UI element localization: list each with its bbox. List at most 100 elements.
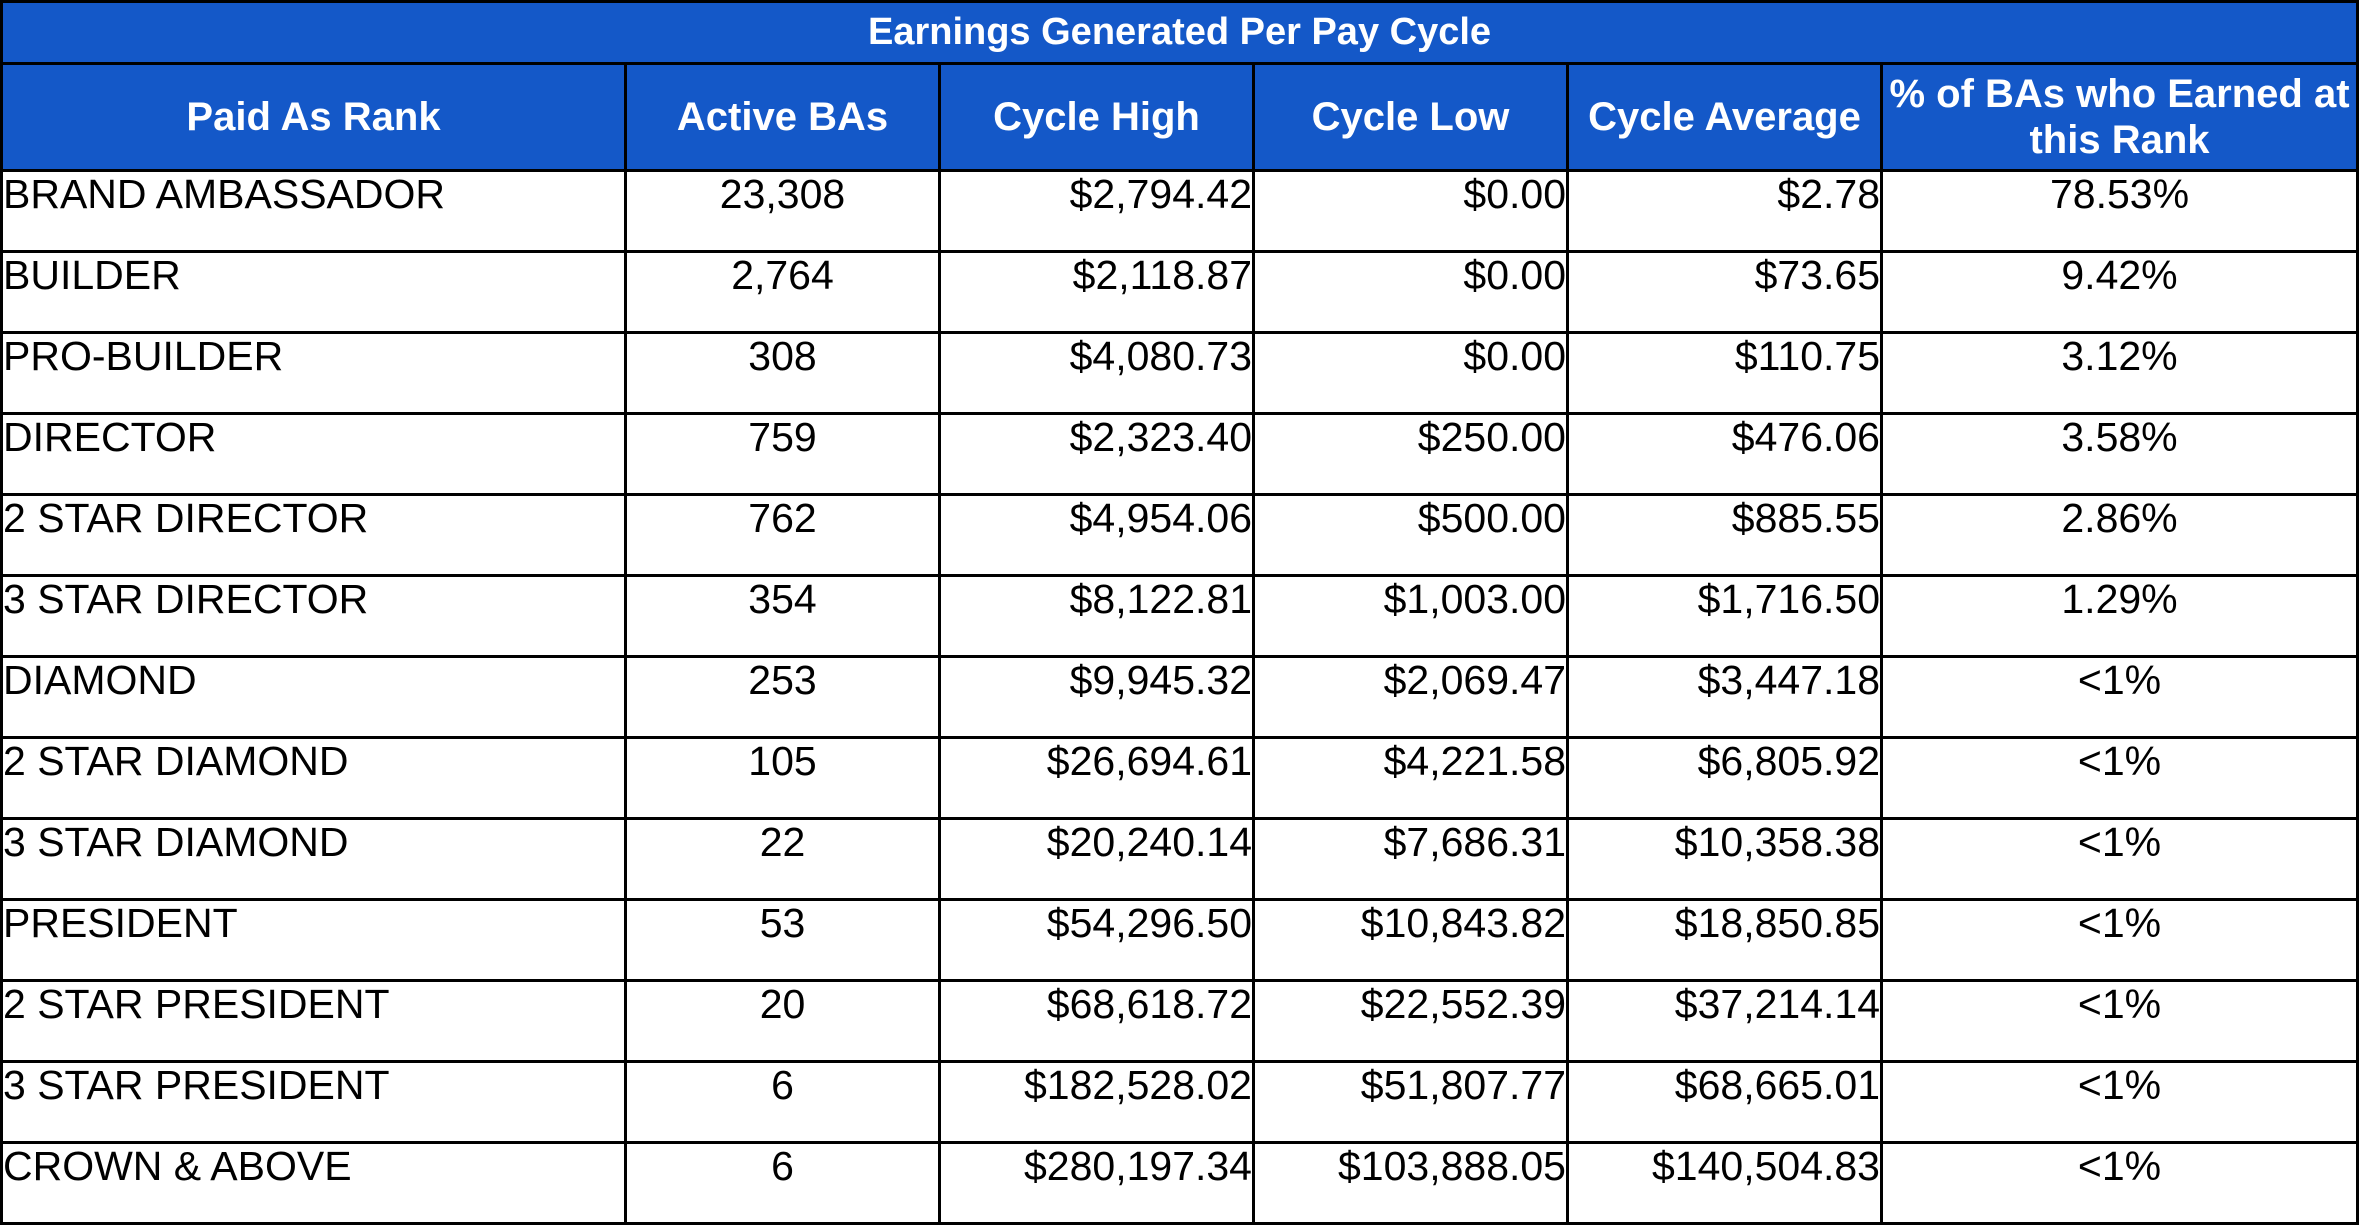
- cycle-average-cell: $3,447.18: [1566, 655, 1883, 739]
- cycle-low-cell: $0.00: [1252, 250, 1569, 334]
- rank-cell: DIRECTOR: [0, 412, 627, 496]
- active-bas-cell: 354: [624, 574, 941, 658]
- percent-earned-cell: 2.86%: [1879, 493, 2360, 577]
- percent-earned-cell: <1%: [1879, 655, 2360, 739]
- active-bas-cell: 20: [624, 979, 941, 1063]
- cycle-average-cell: $110.75: [1566, 331, 1883, 415]
- active-bas-cell: 759: [624, 412, 941, 496]
- rank-cell: 2 STAR PRESIDENT: [0, 979, 627, 1063]
- percent-earned-cell: <1%: [1879, 979, 2360, 1063]
- rank-cell: 3 STAR PRESIDENT: [0, 1060, 627, 1144]
- active-bas-cell: 253: [624, 655, 941, 739]
- percent-earned-cell: <1%: [1879, 1141, 2360, 1225]
- cycle-average-cell: $140,504.83: [1566, 1141, 1883, 1225]
- active-bas-cell: 23,308: [624, 169, 941, 253]
- cycle-high-cell: $2,118.87: [938, 250, 1255, 334]
- header-active-bas: Active BAs: [624, 62, 941, 172]
- rank-cell: PRO-BUILDER: [0, 331, 627, 415]
- rank-cell: 3 STAR DIRECTOR: [0, 574, 627, 658]
- percent-earned-cell: 9.42%: [1879, 250, 2360, 334]
- active-bas-cell: 22: [624, 817, 941, 901]
- cycle-high-cell: $280,197.34: [938, 1141, 1255, 1225]
- table-row: DIRECTOR 759 $2,323.40 $250.00 $476.06 3.58%: [0, 412, 2360, 496]
- table-row: 3 STAR DIRECTOR 354 $8,122.81 $1,003.00 $1,7…: [0, 574, 2360, 658]
- cycle-low-cell: $22,552.39: [1252, 979, 1569, 1063]
- cycle-high-cell: $2,794.42: [938, 169, 1255, 253]
- rank-cell: DIAMOND: [0, 655, 627, 739]
- percent-earned-cell: <1%: [1879, 817, 2360, 901]
- cycle-high-cell: $4,080.73: [938, 331, 1255, 415]
- table-body: BRAND AMBASSADOR 23,308 $2,794.42 $0.00 $2.7…: [0, 169, 2360, 1225]
- rank-cell: BRAND AMBASSADOR: [0, 169, 627, 253]
- header-cycle-average: Cycle Average: [1566, 62, 1883, 172]
- header-row: Paid As Rank Active BAs Cycle High Cycle…: [0, 62, 2360, 172]
- cycle-high-cell: $9,945.32: [938, 655, 1255, 739]
- cycle-low-cell: $2,069.47: [1252, 655, 1569, 739]
- rank-cell: 3 STAR DIAMOND: [0, 817, 627, 901]
- header-cycle-low: Cycle Low: [1252, 62, 1569, 172]
- active-bas-cell: 53: [624, 898, 941, 982]
- active-bas-cell: 308: [624, 331, 941, 415]
- table-title: Earnings Generated Per Pay Cycle: [0, 0, 2360, 65]
- cycle-low-cell: $0.00: [1252, 331, 1569, 415]
- header-cycle-high: Cycle High: [938, 62, 1255, 172]
- percent-earned-cell: <1%: [1879, 898, 2360, 982]
- header-percent-earned: % of BAs who Earned at this Rank: [1879, 62, 2360, 172]
- rank-cell: 2 STAR DIAMOND: [0, 736, 627, 820]
- cycle-average-cell: $2.78: [1566, 169, 1883, 253]
- table-row: PRESIDENT 53 $54,296.50 $10,843.82 $18,850.8…: [0, 898, 2360, 982]
- table-row: 3 STAR PRESIDENT 6 $182,528.02 $51,807.77 $6…: [0, 1060, 2360, 1144]
- cycle-high-cell: $182,528.02: [938, 1060, 1255, 1144]
- active-bas-cell: 6: [624, 1060, 941, 1144]
- active-bas-cell: 6: [624, 1141, 941, 1225]
- table-row: PRO-BUILDER 308 $4,080.73 $0.00 $110.75 3.12%: [0, 331, 2360, 415]
- table-row: CROWN & ABOVE 6 $280,197.34 $103,888.05 $140…: [0, 1141, 2360, 1225]
- header-rank: Paid As Rank: [0, 62, 627, 172]
- cycle-low-cell: $7,686.31: [1252, 817, 1569, 901]
- cycle-average-cell: $68,665.01: [1566, 1060, 1883, 1144]
- active-bas-cell: 105: [624, 736, 941, 820]
- table-row: BUILDER 2,764 $2,118.87 $0.00 $73.65 9.42%: [0, 250, 2360, 334]
- cycle-low-cell: $500.00: [1252, 493, 1569, 577]
- cycle-average-cell: $18,850.85: [1566, 898, 1883, 982]
- rank-cell: BUILDER: [0, 250, 627, 334]
- cycle-low-cell: $103,888.05: [1252, 1141, 1569, 1225]
- cycle-average-cell: $476.06: [1566, 412, 1883, 496]
- cycle-average-cell: $885.55: [1566, 493, 1883, 577]
- cycle-low-cell: $0.00: [1252, 169, 1569, 253]
- cycle-high-cell: $4,954.06: [938, 493, 1255, 577]
- cycle-low-cell: $1,003.00: [1252, 574, 1569, 658]
- table-row: 2 STAR DIAMOND 105 $26,694.61 $4,221.58 $6,8…: [0, 736, 2360, 820]
- cycle-average-cell: $1,716.50: [1566, 574, 1883, 658]
- cycle-high-cell: $8,122.81: [938, 574, 1255, 658]
- table-row: 2 STAR PRESIDENT 20 $68,618.72 $22,552.39 $3…: [0, 979, 2360, 1063]
- table-row: BRAND AMBASSADOR 23,308 $2,794.42 $0.00 $2.7…: [0, 169, 2360, 253]
- cycle-low-cell: $250.00: [1252, 412, 1569, 496]
- cycle-high-cell: $54,296.50: [938, 898, 1255, 982]
- percent-earned-cell: 3.12%: [1879, 331, 2360, 415]
- percent-earned-cell: 78.53%: [1879, 169, 2360, 253]
- cycle-average-cell: $10,358.38: [1566, 817, 1883, 901]
- cycle-low-cell: $51,807.77: [1252, 1060, 1569, 1144]
- cycle-low-cell: $4,221.58: [1252, 736, 1569, 820]
- percent-earned-cell: 3.58%: [1879, 412, 2360, 496]
- active-bas-cell: 2,764: [624, 250, 941, 334]
- cycle-high-cell: $68,618.72: [938, 979, 1255, 1063]
- table-row: DIAMOND 253 $9,945.32 $2,069.47 $3,447.18 <1%: [0, 655, 2360, 739]
- cycle-high-cell: $2,323.40: [938, 412, 1255, 496]
- cycle-average-cell: $6,805.92: [1566, 736, 1883, 820]
- cycle-average-cell: $73.65: [1566, 250, 1883, 334]
- active-bas-cell: 762: [624, 493, 941, 577]
- cycle-low-cell: $10,843.82: [1252, 898, 1569, 982]
- table-row: 2 STAR DIRECTOR 762 $4,954.06 $500.00 $885.5…: [0, 493, 2360, 577]
- rank-cell: PRESIDENT: [0, 898, 627, 982]
- cycle-high-cell: $20,240.14: [938, 817, 1255, 901]
- rank-cell: CROWN & ABOVE: [0, 1141, 627, 1225]
- percent-earned-cell: <1%: [1879, 1060, 2360, 1144]
- percent-earned-cell: 1.29%: [1879, 574, 2360, 658]
- percent-earned-cell: <1%: [1879, 736, 2360, 820]
- rank-cell: 2 STAR DIRECTOR: [0, 493, 627, 577]
- title-row: Earnings Generated Per Pay Cycle: [0, 0, 2360, 65]
- table-row: 3 STAR DIAMOND 22 $20,240.14 $7,686.31 $10,3…: [0, 817, 2360, 901]
